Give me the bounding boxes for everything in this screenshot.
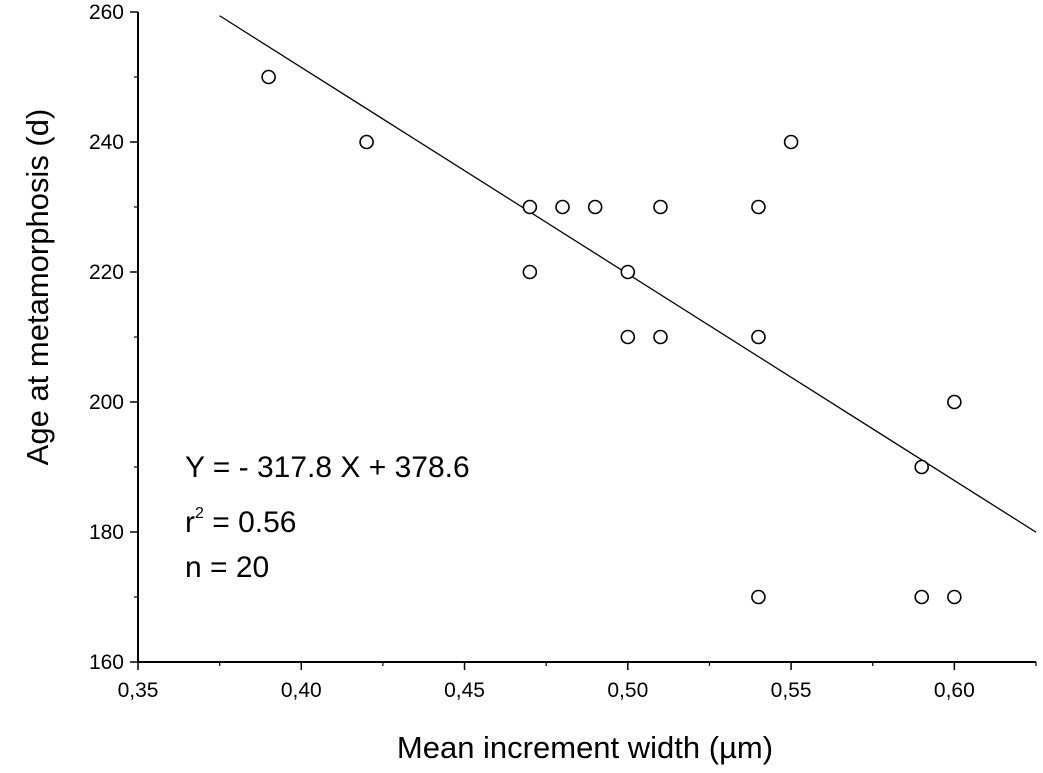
r-squared-label: r2 = 0.56 (185, 505, 296, 539)
points-layer (261, 69, 962, 605)
y-tick-label: 200 (89, 391, 124, 414)
x-tick-label: 0,60 (934, 679, 975, 702)
y-tick-label: 240 (89, 131, 124, 154)
equation-label: Y = - 317.8 X + 378.6 (185, 451, 470, 484)
data-point (620, 264, 636, 280)
data-point (359, 134, 374, 150)
r-squared-base: r (185, 506, 195, 539)
plot-frame (137, 12, 1036, 663)
x-tick-label: 0,50 (607, 679, 648, 702)
r-squared-value: = 0.56 (204, 506, 297, 539)
data-point (751, 199, 766, 215)
data-point (914, 459, 930, 475)
data-point (751, 589, 766, 605)
data-point (914, 589, 930, 605)
data-point (751, 329, 766, 345)
data-point (261, 69, 276, 85)
data-point (653, 199, 668, 215)
y-tick-label: 160 (89, 651, 124, 674)
data-point (947, 589, 962, 605)
x-axis-title: Mean increment width (µm) (397, 730, 773, 765)
data-point (947, 394, 962, 410)
x-tick-label: 0,45 (444, 679, 485, 702)
y-axis-title: Age at metamorphosis (d) (20, 109, 55, 466)
data-point (522, 199, 538, 215)
data-point (783, 134, 799, 150)
data-point (522, 264, 538, 280)
x-tick-label: 0,40 (281, 679, 322, 702)
n-label: n = 20 (185, 551, 269, 584)
y-tick-label: 220 (89, 261, 124, 284)
ticks-layer: 0,35 0,40 0,45 0,50 0,55 0,60 160 180 200 220 240 2… (89, 1, 1037, 702)
r-squared-superscript: 2 (195, 505, 204, 522)
y-tick-label: 260 (89, 1, 124, 24)
x-tick-label: 0,35 (118, 679, 159, 702)
data-point (620, 329, 636, 345)
data-point (555, 199, 570, 215)
y-tick-label: 180 (89, 521, 124, 544)
data-point (653, 329, 668, 345)
x-tick-label: 0,55 (771, 679, 812, 702)
data-point (587, 199, 603, 215)
